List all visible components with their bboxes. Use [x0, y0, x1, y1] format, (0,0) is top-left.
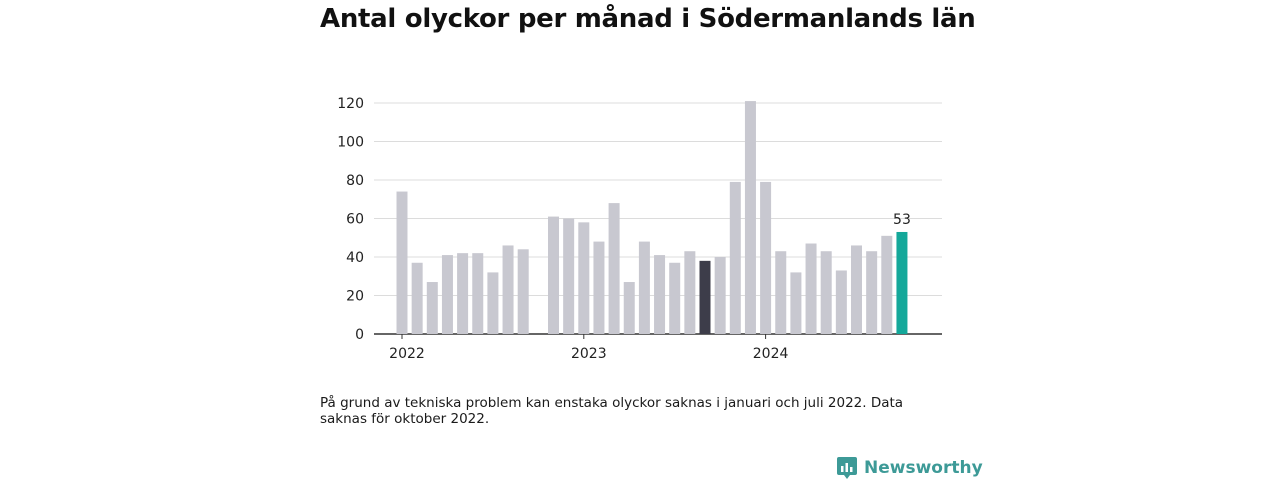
bar [396, 191, 408, 334]
bar [744, 101, 756, 334]
bar [684, 251, 696, 334]
bar [729, 181, 741, 334]
data-label: 53 [893, 212, 911, 228]
bar [638, 241, 650, 334]
bar [593, 241, 605, 334]
bar [866, 251, 878, 334]
y-tick-label: 120 [337, 96, 364, 112]
bar [851, 245, 862, 334]
bar [790, 272, 802, 334]
y-tick-label: 40 [346, 250, 364, 266]
bar [623, 282, 635, 334]
bar [654, 255, 666, 334]
bar [457, 253, 469, 334]
bar [835, 270, 847, 334]
bar [548, 216, 559, 334]
bar [411, 262, 423, 334]
bars [396, 101, 908, 334]
x-tick-label: 2022 [389, 346, 425, 362]
bar [669, 262, 681, 334]
data-labels: 53 [893, 212, 911, 228]
bar [502, 245, 514, 334]
bar [426, 282, 438, 334]
y-axis: 0 20 40 60 80 100 120 [337, 96, 364, 343]
bar [820, 251, 832, 334]
bar [896, 231, 908, 334]
bar [714, 257, 726, 334]
y-tick-label: 0 [355, 327, 364, 343]
chart-title: Antal olyckor per månad i Södermanlands … [320, 4, 976, 34]
bar [487, 272, 499, 334]
bar [760, 181, 772, 334]
brand-name: Newsworthy [864, 458, 983, 478]
x-axis: 2022 2023 2024 [389, 334, 789, 362]
bar-chart: 0 20 40 60 80 100 120 2022 2023 2024 53 [337, 96, 942, 362]
bar [517, 249, 529, 334]
y-tick-label: 60 [346, 212, 364, 228]
x-tick-label: 2023 [571, 346, 607, 362]
bar [563, 218, 575, 334]
bar [441, 255, 453, 334]
bar [608, 203, 620, 334]
bar [699, 260, 711, 334]
bar [472, 253, 484, 334]
y-tick-label: 100 [337, 135, 364, 151]
y-tick-label: 80 [346, 173, 364, 189]
newsworthy-logo-icon [837, 457, 857, 479]
brand-logo: Newsworthy [836, 456, 983, 480]
bar [805, 243, 817, 334]
y-tick-label: 20 [346, 289, 364, 305]
bar [775, 251, 787, 334]
bar [881, 235, 893, 334]
footnote: På grund av tekniska problem kan enstaka… [320, 395, 904, 427]
bar [578, 222, 590, 334]
x-tick-label: 2024 [753, 346, 789, 362]
